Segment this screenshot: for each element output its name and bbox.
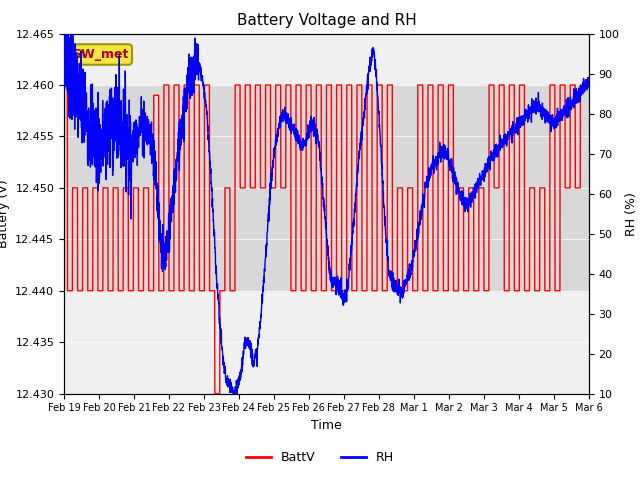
Y-axis label: Battery (V): Battery (V) — [0, 180, 10, 248]
Legend: BattV, RH: BattV, RH — [241, 446, 399, 469]
Title: Battery Voltage and RH: Battery Voltage and RH — [237, 13, 416, 28]
Text: SW_met: SW_met — [72, 48, 128, 61]
Bar — [64, 85, 589, 291]
X-axis label: Time: Time — [311, 419, 342, 432]
Y-axis label: RH (%): RH (%) — [625, 192, 638, 236]
